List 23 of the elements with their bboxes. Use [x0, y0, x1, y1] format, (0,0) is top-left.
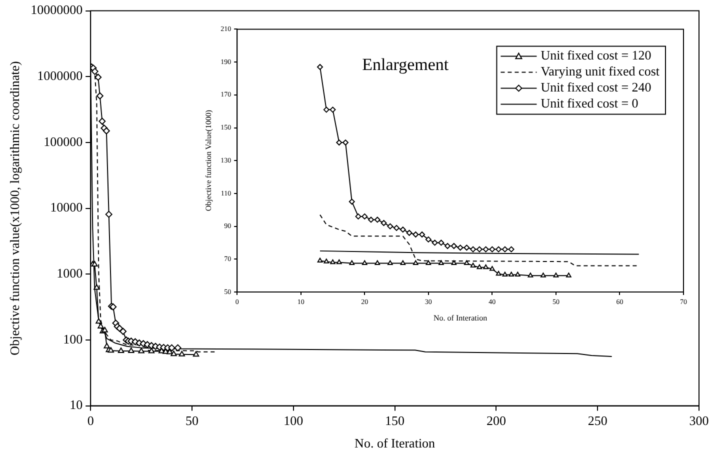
y-axis-title: Objective function Value(1000)	[204, 110, 213, 212]
x-tick-label: 50	[186, 413, 198, 428]
x-axis-title: No. of Iteration	[354, 436, 436, 451]
y-tick-label: 1000	[56, 266, 83, 281]
y-tick-label: 1000000	[37, 68, 83, 84]
x-tick-label: 300	[689, 413, 709, 428]
legend-label: Varying unit fixed cost	[540, 64, 660, 79]
x-tick-label: 100	[284, 413, 304, 428]
x-tick-label: 200	[486, 413, 506, 428]
x-axis-title: No. of Interation	[434, 313, 488, 322]
y-tick-label: 100000	[44, 134, 83, 149]
y-tick-label: 10	[70, 397, 83, 412]
y-tick-label: 100	[63, 331, 83, 346]
y-tick-label: 10000	[50, 200, 83, 215]
x-tick-label: 250	[588, 413, 608, 428]
y-tick-label: 10000000	[30, 2, 83, 18]
x-tick-label: 150	[385, 413, 405, 428]
x-tick-label: 0	[87, 413, 94, 428]
legend-label: Unit fixed cost = 0	[540, 96, 638, 111]
legend-label: Unit fixed cost = 240	[540, 80, 652, 95]
y-axis-title: Objective function value(x1000, logarithmic coordinate)	[7, 61, 22, 356]
legend-label: Unit fixed cost = 120	[540, 48, 652, 63]
annotation: Enlargement	[362, 55, 449, 74]
